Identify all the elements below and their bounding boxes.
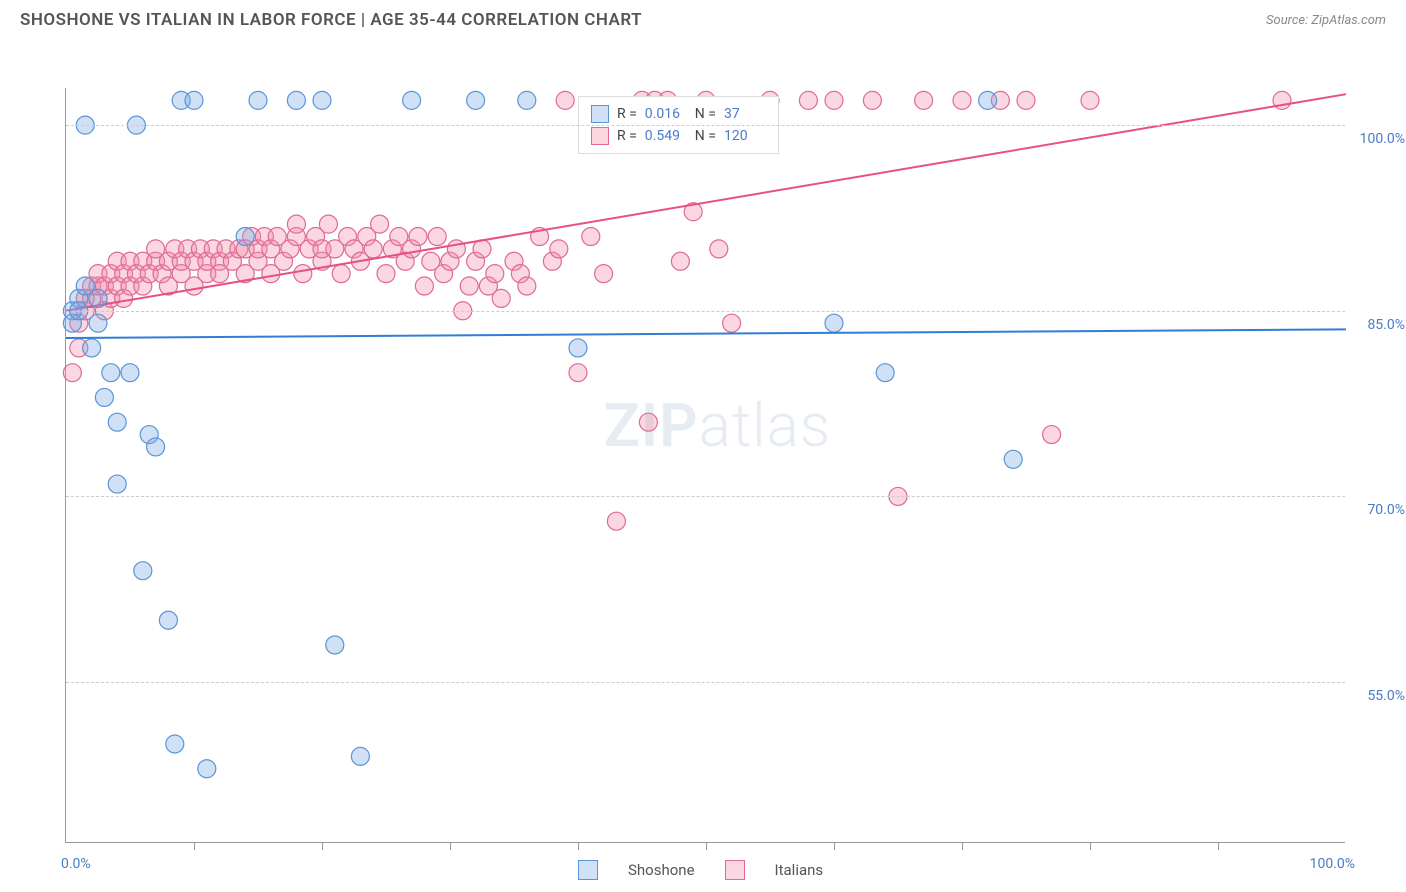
x-tick — [834, 842, 835, 850]
point-shoshone — [83, 339, 101, 357]
x-tick — [322, 842, 323, 850]
point-italians — [639, 413, 657, 431]
point-shoshone — [876, 364, 894, 382]
swatch-italians — [591, 127, 609, 145]
point-italians — [409, 228, 427, 246]
point-shoshone — [825, 314, 843, 332]
point-italians — [447, 240, 465, 258]
point-italians — [953, 91, 971, 109]
point-italians — [582, 228, 600, 246]
legend-row-italians: R = 0.549 N = 120 — [591, 125, 766, 147]
x-tick-label: 100.0% — [1310, 856, 1355, 872]
x-tick — [578, 842, 579, 850]
x-tick — [706, 842, 707, 850]
point-shoshone — [198, 760, 216, 778]
point-italians — [518, 277, 536, 295]
swatch-italians — [725, 860, 745, 880]
point-italians — [492, 289, 510, 307]
point-shoshone — [979, 91, 997, 109]
point-shoshone — [236, 228, 254, 246]
point-italians — [1043, 426, 1061, 444]
swatch-shoshone — [578, 860, 598, 880]
x-tick — [194, 842, 195, 850]
point-shoshone — [313, 91, 331, 109]
point-italians — [287, 215, 305, 233]
x-tick — [450, 842, 451, 850]
point-italians — [1017, 91, 1035, 109]
point-italians — [460, 277, 478, 295]
source-attribution: Source: ZipAtlas.com — [1266, 13, 1386, 28]
point-italians — [799, 91, 817, 109]
point-shoshone — [518, 91, 536, 109]
point-italians — [723, 314, 741, 332]
y-tick-label: 70.0% — [1367, 502, 1405, 518]
point-italians — [710, 240, 728, 258]
point-shoshone — [89, 289, 107, 307]
point-shoshone — [147, 438, 165, 456]
point-italians — [415, 277, 433, 295]
point-italians — [556, 91, 574, 109]
legend-label-shoshone: Shoshone — [628, 861, 695, 879]
point-italians — [319, 215, 337, 233]
gridline — [66, 311, 1345, 312]
point-italians — [332, 265, 350, 283]
point-shoshone — [326, 636, 344, 654]
point-shoshone — [95, 388, 113, 406]
y-tick-label: 55.0% — [1367, 688, 1405, 704]
point-shoshone — [287, 91, 305, 109]
point-italians — [915, 91, 933, 109]
point-shoshone — [89, 314, 107, 332]
point-shoshone — [351, 747, 369, 765]
gridline — [66, 496, 1345, 497]
point-italians — [294, 265, 312, 283]
gridline — [66, 682, 1345, 683]
point-italians — [863, 91, 881, 109]
point-shoshone — [121, 364, 139, 382]
series-legend: Shoshone Italians — [578, 860, 823, 880]
point-italians — [569, 364, 587, 382]
point-shoshone — [108, 475, 126, 493]
point-shoshone — [102, 364, 120, 382]
point-italians — [473, 240, 491, 258]
point-shoshone — [108, 413, 126, 431]
chart-header: SHOSHONE VS ITALIAN IN LABOR FORCE | AGE… — [0, 0, 1406, 38]
point-shoshone — [249, 91, 267, 109]
legend-row-shoshone: R = 0.016 N = 37 — [591, 103, 766, 125]
x-tick-label: 0.0% — [61, 856, 91, 872]
point-shoshone — [166, 735, 184, 753]
point-italians — [371, 215, 389, 233]
point-italians — [364, 240, 382, 258]
x-tick — [962, 842, 963, 850]
chart-title: SHOSHONE VS ITALIAN IN LABOR FORCE | AGE… — [20, 10, 642, 30]
swatch-shoshone — [591, 105, 609, 123]
legend-label-italians: Italians — [775, 861, 824, 879]
point-italians — [1081, 91, 1099, 109]
point-italians — [486, 265, 504, 283]
point-italians — [550, 240, 568, 258]
x-tick — [1090, 842, 1091, 850]
y-tick-label: 85.0% — [1367, 317, 1405, 333]
y-tick-label: 100.0% — [1360, 131, 1405, 147]
point-italians — [377, 265, 395, 283]
point-shoshone — [467, 91, 485, 109]
point-shoshone — [569, 339, 587, 357]
point-italians — [428, 228, 446, 246]
point-italians — [63, 364, 81, 382]
point-italians — [825, 91, 843, 109]
point-shoshone — [1004, 450, 1022, 468]
point-italians — [671, 252, 689, 270]
gridline — [66, 125, 1345, 126]
point-shoshone — [185, 91, 203, 109]
plot-area: ZIPatlas R = 0.016 N = 37 R = 0.549 N = … — [65, 88, 1345, 843]
point-italians — [595, 265, 613, 283]
point-shoshone — [134, 562, 152, 580]
trendline-shoshone — [66, 329, 1346, 338]
x-tick — [1218, 842, 1219, 850]
point-shoshone — [403, 91, 421, 109]
point-italians — [607, 512, 625, 530]
point-shoshone — [159, 611, 177, 629]
scatter-svg — [66, 88, 1346, 843]
